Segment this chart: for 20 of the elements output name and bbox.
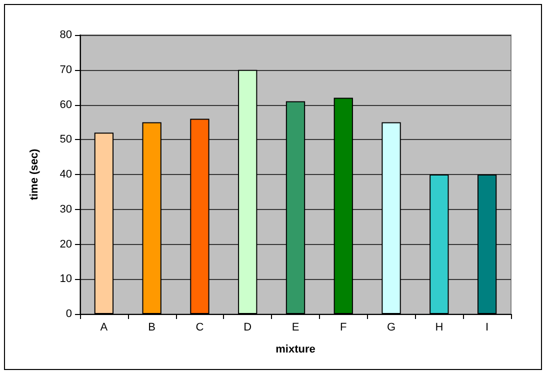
x-tick-label: C bbox=[196, 322, 204, 334]
y-tick-label: 50 bbox=[60, 134, 72, 146]
y-axis-title: time (sec) bbox=[28, 148, 40, 200]
x-tick-label: I bbox=[486, 322, 489, 334]
x-tick-label: H bbox=[435, 322, 444, 334]
x-tick-label: D bbox=[244, 322, 252, 334]
x-tick-label: E bbox=[292, 322, 300, 334]
x-axis-title: mixture bbox=[276, 344, 316, 356]
x-tick-label: A bbox=[100, 322, 108, 334]
x-tick-label: B bbox=[148, 322, 156, 334]
x-tick-label: G bbox=[386, 322, 396, 334]
x-tick-label: F bbox=[340, 322, 348, 334]
y-tick-label: 70 bbox=[60, 64, 72, 76]
y-tick-label: 30 bbox=[60, 203, 72, 216]
y-tick-label: 0 bbox=[66, 308, 72, 320]
y-tick-label: 20 bbox=[60, 238, 72, 250]
y-tick-label: 60 bbox=[60, 98, 72, 111]
y-tick-label: 10 bbox=[60, 273, 72, 286]
y-tick-label: 80 bbox=[60, 29, 72, 41]
y-tick-label: 40 bbox=[60, 168, 72, 180]
